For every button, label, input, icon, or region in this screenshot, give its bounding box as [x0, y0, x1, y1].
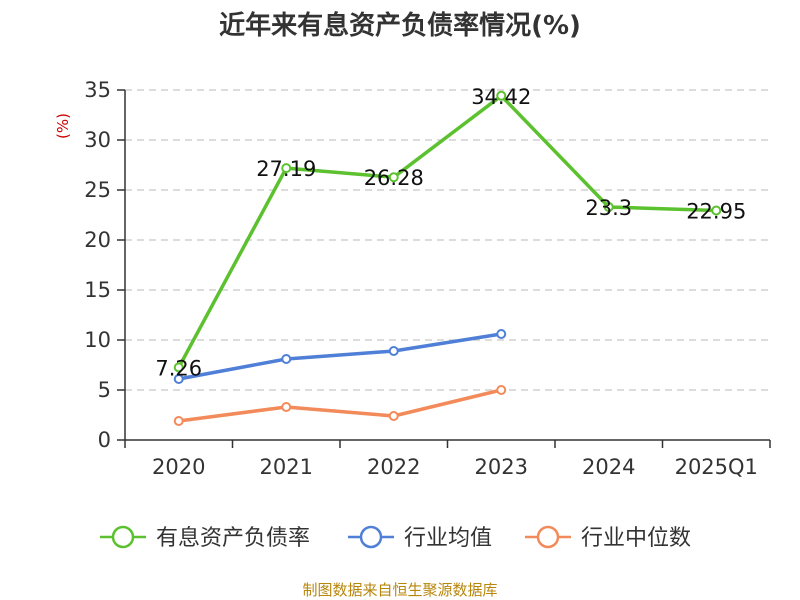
- legend-item-1[interactable]: 行业均值: [348, 525, 492, 551]
- data-label: 27.19: [256, 157, 316, 181]
- source-note: 制图数据来自恒生聚源数据库: [302, 581, 497, 599]
- y-tick-label: 15: [84, 278, 111, 302]
- data-label: 7.26: [155, 356, 202, 380]
- data-point: [603, 202, 614, 212]
- data-label: 34.42: [471, 85, 531, 109]
- x-tick-label: 2024: [582, 455, 635, 479]
- legend-item-2[interactable]: 行业中位数: [525, 525, 691, 551]
- data-point: [173, 362, 184, 373]
- data-label: 23.3: [585, 196, 632, 220]
- legend-marker: [536, 525, 560, 549]
- data-point: [388, 172, 399, 183]
- legend-label: 有息资产负债率: [156, 526, 310, 551]
- data-label: 22.95: [686, 200, 746, 224]
- y-tick-label: 20: [84, 228, 111, 252]
- legend-label: 行业均值: [404, 526, 492, 551]
- series-line-1: [178, 332, 502, 381]
- y-tick-label: 10: [84, 328, 111, 352]
- series-line-2: [178, 388, 502, 423]
- x-tick-label: 2025Q1: [675, 455, 758, 479]
- data-labels: 7.26 27.19 26.28 34.42 23.3 22.95: [155, 85, 746, 381]
- data-point: [281, 163, 292, 174]
- axes: 0 5 10 15 20 25 30 35 2020 2021 2022 2023 2024 2025Q1: [84, 78, 771, 479]
- y-tick-label: 30: [84, 128, 111, 152]
- chart-title: 近年来有息资产负债率情况(%): [219, 10, 581, 41]
- y-tick-label: 5: [98, 378, 111, 402]
- data-point: [173, 416, 184, 426]
- x-tick-label: 2022: [367, 455, 420, 479]
- data-point: [173, 374, 184, 384]
- data-point: [388, 411, 399, 421]
- x-tick-label: 2023: [475, 455, 528, 479]
- y-tick-label: 35: [84, 78, 111, 102]
- data-label: 26.28: [364, 166, 424, 190]
- y-unit-label: (%): [54, 113, 72, 139]
- data-point: [388, 346, 399, 356]
- legend-marker: [359, 525, 383, 549]
- legend-marker: [111, 525, 135, 549]
- legend-label: 行业中位数: [581, 526, 691, 551]
- series-lines: [173, 90, 722, 426]
- data-point: [496, 385, 507, 395]
- x-tick-label: 2020: [152, 455, 205, 479]
- data-point: [496, 90, 507, 101]
- data-point: [281, 354, 292, 364]
- legend[interactable]: 有息资产负债率 行业均值 行业中位数: [100, 525, 691, 551]
- series-line-0: [177, 94, 717, 369]
- x-tick-label: 2021: [260, 455, 313, 479]
- y-tick-label: 25: [84, 178, 111, 202]
- data-point: [281, 402, 292, 412]
- legend-item-0[interactable]: 有息资产负债率: [100, 525, 310, 551]
- y-tick-label: 0: [98, 428, 111, 452]
- data-point: [496, 329, 507, 339]
- data-point: [711, 205, 722, 216]
